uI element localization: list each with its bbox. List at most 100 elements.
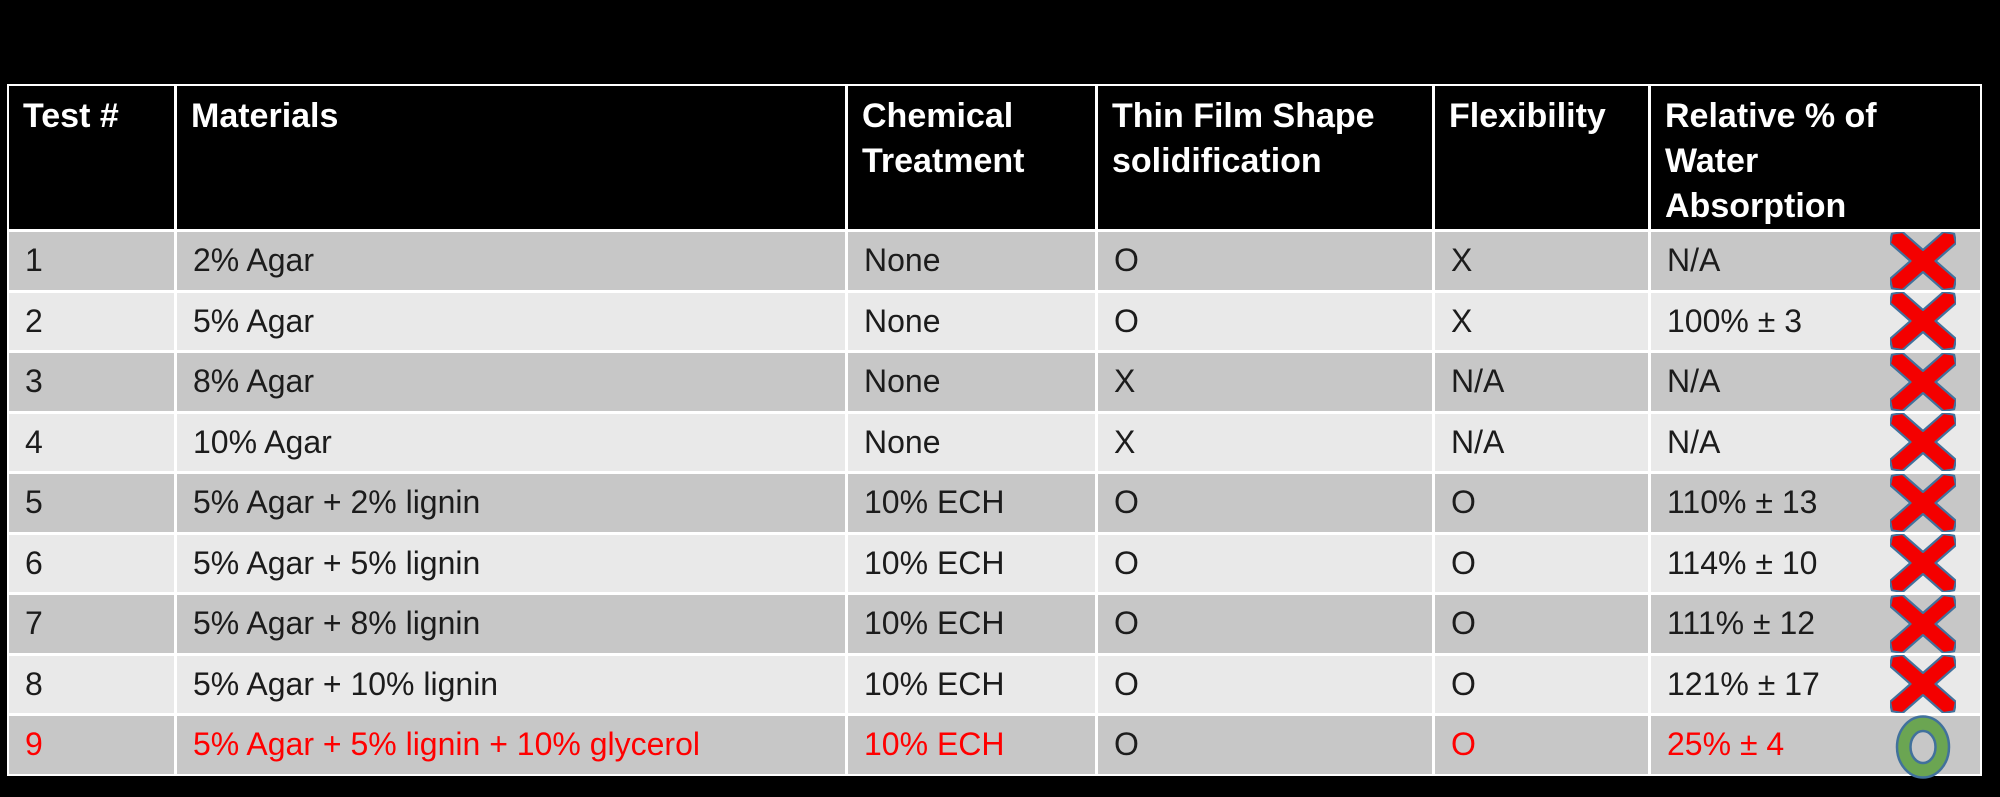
cell-test-number: 1 (9, 232, 174, 290)
cell-value: None (864, 242, 941, 279)
cell-value: 10% ECH (864, 605, 1005, 642)
cell-value: X (1451, 242, 1473, 279)
cell-chemical-treatment: 10% ECH (848, 474, 1095, 532)
cell-chemical-treatment: 10% ECH (848, 655, 1095, 713)
cell-test-number: 8 (9, 655, 174, 713)
cell-relative-water-absorption: 110% ± 13 (1651, 473, 1980, 532)
cell-relative-water-absorption: 121% ± 17 (1651, 655, 1980, 714)
cell-flexibility: O (1435, 534, 1648, 592)
results-table: Test # Materials Chemical Treatment Thin… (7, 84, 1982, 779)
cell-value: 2 (25, 302, 43, 339)
cell-value: 121% ± 17 (1667, 665, 1820, 702)
cell-relative-water-absorption: 114% ± 10 (1651, 534, 1980, 593)
cell-chemical-treatment: None (848, 353, 1095, 411)
cell-materials: 5% Agar + 8% lignin (177, 595, 845, 653)
cell-value: 10% ECH (864, 665, 1005, 702)
column-header-materials: Materials (177, 86, 845, 229)
cell-value: 1 (25, 242, 43, 279)
column-header-thin-film-shape-solidification: Thin Film Shape solidification (1098, 86, 1432, 229)
cell-value: 111% ± 12 (1667, 605, 1816, 642)
red-x-icon (1890, 655, 1956, 714)
cell-chemical-treatment: 10% ECH (848, 534, 1095, 592)
cell-value: N/A (1451, 423, 1505, 460)
cell-thin-film-shape-solidification: X (1098, 413, 1432, 471)
cell-flexibility: X (1435, 292, 1648, 350)
green-o-icon (1895, 715, 1951, 779)
cell-chemical-treatment: None (848, 292, 1095, 350)
cell-thin-film-shape-solidification: O (1098, 534, 1432, 592)
cell-thin-film-shape-solidification: O (1098, 292, 1432, 350)
cell-test-number: 6 (9, 534, 174, 592)
cell-materials: 10% Agar (177, 413, 845, 471)
cell-thin-film-shape-solidification: X (1098, 353, 1432, 411)
cell-flexibility: O (1435, 716, 1648, 774)
cell-value: 100% ± 3 (1667, 302, 1802, 339)
cell-flexibility: X (1435, 232, 1648, 290)
red-x-icon (1890, 413, 1956, 472)
red-x-icon (1890, 473, 1956, 532)
cell-chemical-treatment: None (848, 413, 1095, 471)
cell-value: O (1114, 665, 1139, 702)
cell-test-number: 4 (9, 413, 174, 471)
cell-flexibility: N/A (1435, 353, 1648, 411)
cell-value: N/A (1667, 363, 1721, 400)
cell-materials: 2% Agar (177, 232, 845, 290)
cell-value: X (1451, 302, 1473, 339)
cell-value: None (864, 302, 941, 339)
cell-value: 110% ± 13 (1667, 484, 1818, 521)
cell-test-number: 7 (9, 595, 174, 653)
cell-value: None (864, 423, 941, 460)
cell-value: N/A (1667, 423, 1721, 460)
red-x-icon (1890, 292, 1956, 351)
cell-value: 5% Agar + 10% lignin (193, 665, 499, 702)
cell-value: O (1451, 665, 1476, 702)
cell-value: O (1451, 484, 1476, 521)
cell-test-number: 3 (9, 353, 174, 411)
cell-value: 3 (25, 363, 43, 400)
cell-value: O (1451, 605, 1476, 642)
cell-materials: 5% Agar (177, 292, 845, 350)
cell-value: 5% Agar + 8% lignin (193, 605, 481, 642)
cell-relative-water-absorption: 100% ± 3 (1651, 292, 1980, 351)
cell-thin-film-shape-solidification: O (1098, 595, 1432, 653)
column-header-flexibility: Flexibility (1435, 86, 1648, 229)
column-header-chemical-treatment: Chemical Treatment (848, 86, 1095, 229)
cell-chemical-treatment: None (848, 232, 1095, 290)
cell-flexibility: N/A (1435, 413, 1648, 471)
cell-value: X (1114, 363, 1136, 400)
cell-materials: 5% Agar + 5% lignin (177, 534, 845, 592)
red-x-icon (1890, 594, 1956, 653)
cell-value: 5% Agar + 2% lignin (193, 484, 481, 521)
cell-relative-water-absorption: N/A (1651, 352, 1980, 411)
cell-materials: 5% Agar + 10% lignin (177, 655, 845, 713)
cell-materials: 5% Agar + 5% lignin + 10% glycerol (177, 716, 845, 774)
cell-value: 8 (25, 665, 43, 702)
cell-relative-water-absorption: 25% ± 4 (1651, 715, 1980, 779)
cell-test-number: 5 (9, 474, 174, 532)
cell-value: 8% Agar (193, 363, 314, 400)
cell-value: 5% Agar + 5% lignin + 10% glycerol (193, 726, 700, 763)
cell-value: 10% ECH (864, 544, 1005, 581)
cell-value: None (864, 363, 941, 400)
cell-thin-film-shape-solidification: O (1098, 655, 1432, 713)
cell-value: O (1451, 544, 1476, 581)
cell-value: N/A (1667, 242, 1721, 279)
cell-value: 25% ± 4 (1667, 726, 1785, 763)
cell-thin-film-shape-solidification: O (1098, 716, 1432, 774)
cell-value: O (1114, 605, 1139, 642)
cell-value: O (1451, 726, 1476, 763)
cell-value: 9 (25, 726, 43, 763)
cell-thin-film-shape-solidification: O (1098, 232, 1432, 290)
cell-materials: 8% Agar (177, 353, 845, 411)
cell-value: 5% Agar + 5% lignin (193, 544, 481, 581)
cell-value: O (1114, 302, 1139, 339)
cell-value: O (1114, 242, 1139, 279)
cell-value: X (1114, 423, 1136, 460)
cell-materials: 5% Agar + 2% lignin (177, 474, 845, 532)
cell-value: 4 (25, 423, 43, 460)
cell-test-number: 9 (9, 716, 174, 774)
cell-flexibility: O (1435, 474, 1648, 532)
cell-value: 2% Agar (193, 242, 314, 279)
column-header-relative-water-absorption: Relative % of Water Absorption (1651, 86, 1980, 229)
